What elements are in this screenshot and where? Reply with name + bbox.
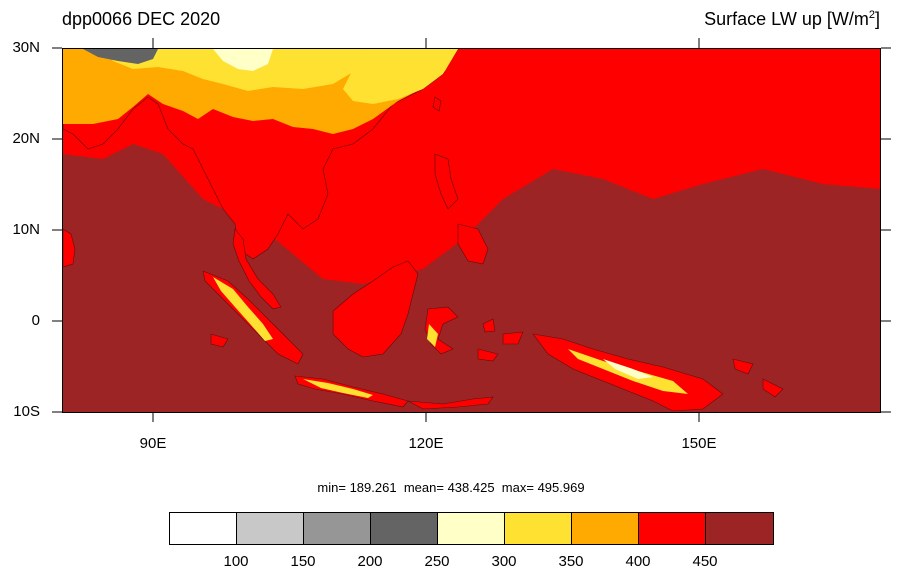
colorbar-box	[170, 513, 237, 544]
mean-label: mean=	[403, 480, 444, 495]
lon-label-120e: 120E	[408, 435, 444, 452]
colorbar-tick-label: 400	[625, 553, 651, 570]
map-plot-area	[62, 48, 881, 413]
lat-label-20n: 20N	[12, 130, 40, 147]
malay-peninsula	[232, 228, 282, 310]
philippines-mindanao	[457, 223, 489, 265]
tibet-yellow	[103, 49, 363, 91]
variable-title-close: ]	[874, 9, 880, 29]
colorbar-box	[371, 513, 438, 544]
colorbar-tick-label: 300	[491, 553, 517, 570]
small-islands	[210, 318, 524, 362]
colorbar	[169, 512, 774, 545]
variable-title: Surface LW up [W/m2]	[704, 9, 880, 30]
colorbar-box	[706, 513, 773, 544]
colorbar-tick-label: 200	[357, 553, 383, 570]
lesser-sunda	[407, 396, 494, 410]
sumatra-highland	[213, 277, 273, 341]
lat-label-0: 0	[31, 312, 40, 329]
max-label: max=	[501, 480, 534, 495]
variable-title-main: Surface LW up [W/m	[704, 9, 869, 29]
stats-line: min= 189.261 mean= 438.425 max= 495.969	[0, 480, 902, 495]
philippines-luzon	[434, 153, 459, 210]
taiwan	[432, 96, 442, 112]
lat-label-10s: 10S	[13, 403, 40, 420]
tibet-lightyellow	[213, 49, 273, 71]
colorbar-box	[639, 513, 706, 544]
lon-label-150e: 150E	[681, 435, 717, 452]
java-highland	[303, 379, 373, 398]
colorbar-tick-label: 150	[290, 553, 316, 570]
south-china-yellow	[343, 49, 458, 104]
colorbar-box	[237, 513, 304, 544]
colorbar-tick-label: 450	[692, 553, 718, 570]
min-value: 189.261	[349, 480, 397, 495]
unit-exponent: 2	[868, 9, 875, 21]
colorbar-tick-label: 250	[424, 553, 450, 570]
cold-grey-patch	[83, 49, 158, 64]
mean-value: 438.425	[447, 480, 495, 495]
lon-label-90e: 90E	[139, 435, 167, 452]
max-value: 495.969	[537, 480, 585, 495]
lat-label-10n: 10N	[12, 221, 40, 238]
colorbar-tick-label: 100	[223, 553, 249, 570]
borneo	[332, 260, 419, 358]
min-label: min=	[317, 480, 346, 495]
map-svg	[63, 49, 880, 412]
india-east	[63, 228, 76, 268]
lat-label-30n: 30N	[12, 39, 40, 56]
colorbar-tick-label: 350	[558, 553, 584, 570]
colorbar-box	[505, 513, 572, 544]
colorbar-box	[304, 513, 371, 544]
new-guinea-peak	[603, 359, 653, 379]
colorbar-box	[438, 513, 505, 544]
colorbar-box	[572, 513, 639, 544]
sulawesi-highland	[427, 324, 438, 347]
map-title: dpp0066 DEC 2020	[62, 9, 221, 29]
bismarck-islands	[732, 358, 784, 398]
